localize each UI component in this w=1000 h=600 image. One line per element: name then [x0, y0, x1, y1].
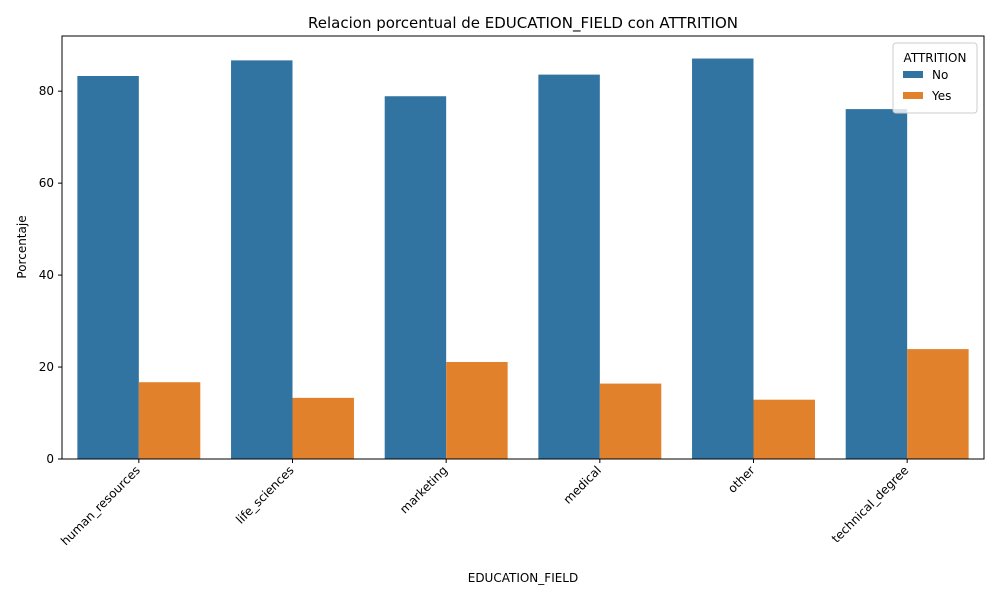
legend-label-no: No — [932, 68, 948, 82]
x-tick-label-medical: medical — [561, 463, 604, 506]
bar-no-human_resources — [77, 76, 139, 459]
legend-items: No Yes — [903, 68, 951, 103]
bar-yes-life_sciences — [292, 397, 354, 459]
legend-swatch-no — [903, 71, 923, 78]
y-axis-label: Porcentaje — [15, 215, 29, 278]
bar-no-marketing — [384, 96, 447, 460]
x-tick-label-technical_degree: technical_degree — [829, 463, 911, 545]
plot-frame — [61, 35, 985, 460]
y-tick-label: 20 — [39, 360, 54, 374]
y-tick-label: 0 — [46, 452, 54, 466]
y-axis-ticks: 0 20 40 60 80 — [39, 84, 62, 466]
y-tick-label: 60 — [39, 176, 54, 190]
bars-group — [77, 58, 969, 460]
x-axis-ticks: human_resources life_sciences marketing med… — [58, 459, 911, 548]
bar-yes-human_resources — [138, 382, 201, 459]
bar-yes-technical_degree — [907, 349, 969, 459]
x-axis-label: EDUCATION_FIELD — [468, 571, 579, 585]
bar-yes-marketing — [446, 361, 508, 459]
bar-no-medical — [538, 74, 600, 460]
legend-label-yes: Yes — [931, 89, 951, 103]
x-tick-label-human_resources: human_resources — [58, 463, 143, 548]
bar-yes-medical — [599, 383, 662, 459]
legend-title: ATTRITION — [904, 51, 967, 65]
bar-no-technical_degree — [845, 109, 908, 459]
bar-yes-other — [753, 399, 815, 459]
bar-no-life_sciences — [231, 60, 293, 460]
chart-title: Relacion porcentual de EDUCATION_FIELD c… — [308, 14, 738, 33]
x-tick-label-other: other — [725, 463, 758, 496]
x-tick-label-marketing: marketing — [397, 463, 450, 516]
legend-swatch-yes — [903, 92, 923, 99]
legend: ATTRITION No Yes — [892, 42, 978, 114]
y-tick-label: 80 — [39, 84, 54, 98]
bar-no-other — [692, 58, 754, 459]
y-tick-label: 40 — [39, 268, 54, 282]
x-tick-label-life_sciences: life_sciences — [233, 463, 296, 526]
